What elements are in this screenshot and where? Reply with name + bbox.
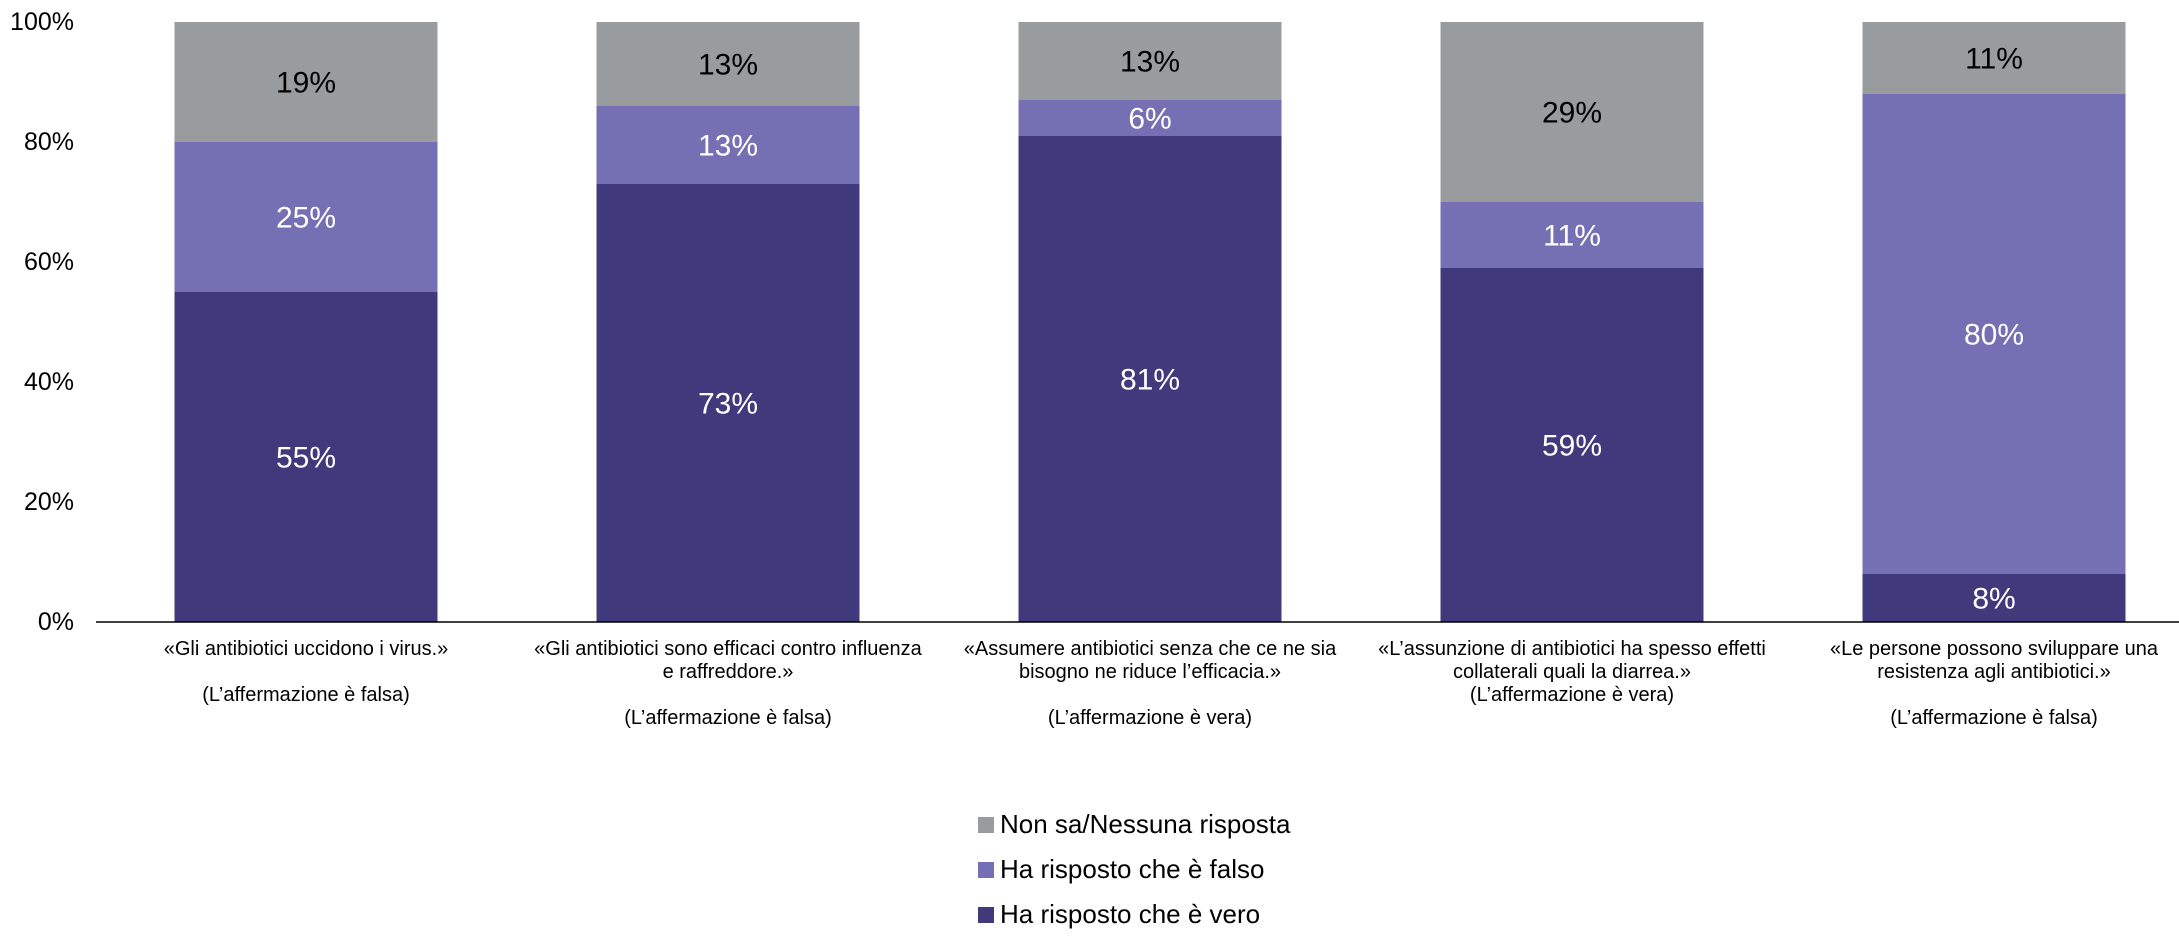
category-label-line: (L’affermazione è falsa) <box>1890 707 2098 729</box>
data-label: 80% <box>1964 319 2024 352</box>
data-label: 13% <box>698 130 758 163</box>
bar-segment <box>1862 574 2126 622</box>
data-label: 59% <box>1542 430 1602 463</box>
category-label-line: (L’affermazione è falsa) <box>624 707 832 729</box>
legend-label-vero: Ha risposto che è vero <box>1000 899 1261 929</box>
bar-segment <box>174 292 438 622</box>
legend-label-falso: Ha risposto che è falso <box>1000 854 1265 884</box>
category-label-line: «Gli antibiotici sono efficaci contro in… <box>534 638 923 660</box>
data-label: 25% <box>276 202 336 235</box>
bar-segment <box>596 22 860 106</box>
category-label-line: «Gli antibiotici uccidono i virus.» <box>164 638 449 660</box>
bar-segment <box>174 142 438 292</box>
data-label: 19% <box>276 67 336 100</box>
category-label-line: (L’affermazione è vera) <box>1470 684 1674 706</box>
legend-label-non-sa: Non sa/Nessuna risposta <box>1000 809 1291 839</box>
legend-item-non-sa: Non sa/Nessuna risposta <box>978 802 1290 847</box>
data-label: 11% <box>1965 43 2023 76</box>
y-tick-label: 0% <box>38 608 74 636</box>
y-tick-label: 80% <box>24 128 74 156</box>
data-label: 13% <box>1120 46 1180 79</box>
category-labels: «Gli antibiotici uccidono i virus.» (L’af… <box>164 638 2159 729</box>
bar-segment <box>1862 22 2126 94</box>
data-label: 13% <box>698 49 758 82</box>
data-label: 55% <box>276 442 336 475</box>
legend-item-falso: Ha risposto che è falso <box>978 847 1290 892</box>
data-label: 81% <box>1120 364 1180 397</box>
category-label-line: e raffreddore.» <box>663 661 794 683</box>
y-tick-label: 20% <box>24 488 74 516</box>
legend-item-vero: Ha risposto che è vero <box>978 892 1290 937</box>
bar-segment <box>1018 22 1282 100</box>
legend-swatch-non-sa <box>978 816 994 833</box>
y-axis: 0% 20% 40% 60% 80% 100% <box>10 8 74 636</box>
bars: 55% 25% 19% 73% 13% 13% 81% 6% 13% 59% 11% 29% 8% 80%… <box>174 22 2126 622</box>
bar-segment <box>1018 136 1282 622</box>
data-label: 73% <box>698 388 758 421</box>
category-label-line: collaterali quali la diarrea.» <box>1453 661 1691 683</box>
legend-swatch-vero <box>978 906 994 923</box>
bar-segment <box>1018 100 1282 136</box>
category-label-line: «L’assunzione di antibiotici ha spesso e… <box>1378 638 1766 660</box>
y-tick-label: 60% <box>24 248 74 276</box>
category-label-line: «Assumere antibiotici senza che ce ne si… <box>964 638 1337 660</box>
bar-segment <box>1440 268 1704 622</box>
bar-segment <box>596 106 860 184</box>
y-tick-label: 40% <box>24 368 74 396</box>
bar-segment <box>1440 22 1704 202</box>
y-tick-label: 100% <box>10 8 74 36</box>
category-label-line: bisogno ne riduce l’efficacia.» <box>1019 661 1281 683</box>
category-label-line: (L’affermazione è vera) <box>1048 707 1252 729</box>
category-label-line: «Le persone possono sviluppare una <box>1830 638 2159 660</box>
category-label-line: resistenza agli antibiotici.» <box>1877 661 2110 683</box>
data-label: 8% <box>1972 583 2015 616</box>
data-label: 11% <box>1543 220 1601 253</box>
bar-segment <box>1440 202 1704 268</box>
bar-segment <box>1862 94 2126 574</box>
data-label: 6% <box>1128 103 1171 136</box>
legend: Non sa/Nessuna risposta Ha risposto che … <box>978 802 1290 937</box>
bar-segment <box>596 184 860 622</box>
data-label: 29% <box>1542 97 1602 130</box>
legend-swatch-falso <box>978 861 994 878</box>
category-label-line: (L’affermazione è falsa) <box>202 684 410 706</box>
bar-segment <box>174 22 438 142</box>
